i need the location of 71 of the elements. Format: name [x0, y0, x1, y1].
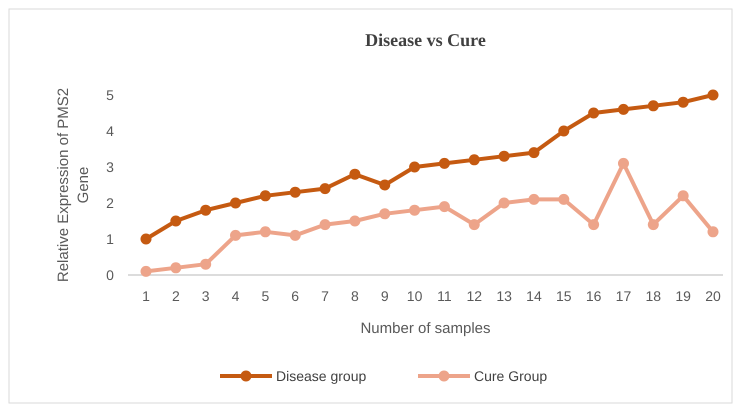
- point: [349, 216, 360, 226]
- y-tick-label: 5: [106, 86, 114, 103]
- point: [379, 180, 390, 190]
- point: [349, 168, 360, 180]
- point: [260, 190, 271, 202]
- point: [528, 194, 540, 205]
- x-tick-label: 2: [172, 288, 180, 304]
- point: [678, 96, 689, 108]
- point: [438, 158, 450, 169]
- point: [200, 204, 212, 216]
- point: [379, 208, 390, 220]
- x-tick-label: 7: [321, 288, 330, 304]
- point: [498, 198, 510, 208]
- point: [170, 262, 182, 274]
- y-tick-label: 3: [106, 158, 114, 175]
- x-tick-label: 8: [350, 288, 359, 304]
- point: [678, 190, 689, 202]
- x-tick-label: 3: [202, 288, 210, 304]
- point: [708, 90, 718, 100]
- point: [618, 158, 629, 169]
- y-tick-label: 0: [106, 266, 114, 283]
- point: [290, 186, 301, 198]
- x-tick-label: 12: [466, 288, 482, 304]
- point: [140, 234, 152, 244]
- legend-label: Cure Group: [474, 368, 548, 384]
- legend-label: Disease group: [276, 368, 366, 384]
- point: [409, 162, 420, 172]
- x-tick-label: 19: [675, 288, 692, 304]
- y-tick-label: 2: [106, 194, 114, 211]
- point: [468, 154, 480, 166]
- point: [558, 194, 570, 205]
- point: [498, 150, 510, 162]
- point: [438, 201, 450, 212]
- x-tick-label: 11: [437, 288, 452, 304]
- point: [648, 100, 659, 112]
- x-tick-label: 17: [616, 288, 632, 304]
- point: [468, 219, 480, 230]
- point: [648, 219, 659, 230]
- x-tick-label: 20: [705, 288, 721, 304]
- y-axis-title: Relative Expression of PMS2 Gene: [55, 88, 92, 282]
- point: [290, 230, 301, 241]
- point: [320, 183, 331, 194]
- point: [200, 258, 212, 270]
- x-axis-title: Number of samples: [360, 320, 491, 337]
- x-tick-label: 18: [646, 288, 662, 304]
- y-tick-label: 1: [106, 230, 114, 247]
- x-tick-label: 14: [526, 288, 542, 304]
- x-tick-label: 9: [380, 288, 389, 304]
- point: [230, 198, 242, 208]
- x-tick-label: 4: [232, 288, 240, 304]
- point: [170, 216, 182, 226]
- chart-title: Disease vs Cure: [365, 30, 486, 50]
- point: [528, 147, 540, 158]
- x-tick-label: 16: [586, 288, 602, 304]
- x-tick-label: 5: [261, 288, 270, 304]
- point: [260, 226, 271, 238]
- point: [230, 230, 242, 241]
- point: [588, 219, 600, 230]
- point: [320, 219, 331, 230]
- y-tick-label: 4: [106, 122, 114, 139]
- x-tick-label: 6: [291, 288, 300, 304]
- point: [588, 108, 600, 118]
- point: [558, 126, 570, 136]
- point: [140, 266, 152, 277]
- x-tick-label: 15: [556, 288, 572, 304]
- x-tick-label: 1: [142, 288, 150, 304]
- point: [409, 204, 420, 216]
- point: [708, 226, 718, 238]
- x-tick-label: 10: [406, 288, 423, 304]
- point: [618, 104, 629, 115]
- x-tick-label: 13: [496, 288, 512, 304]
